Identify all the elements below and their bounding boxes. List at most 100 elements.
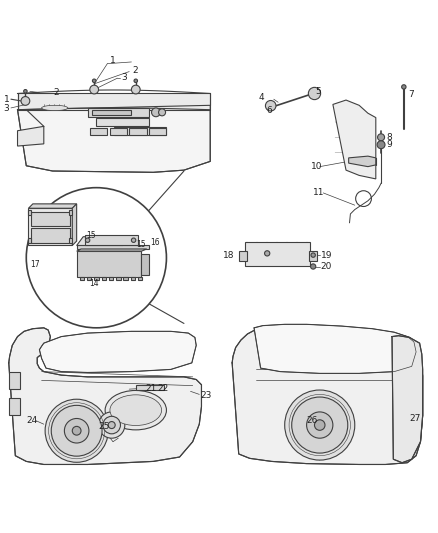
Bar: [87, 277, 92, 280]
Bar: [131, 277, 135, 280]
Text: 8: 8: [386, 133, 392, 142]
Circle shape: [159, 109, 166, 116]
Text: 4: 4: [258, 93, 264, 102]
Circle shape: [26, 188, 166, 328]
Ellipse shape: [42, 106, 68, 110]
Text: 14: 14: [89, 279, 99, 288]
Text: 25: 25: [99, 422, 110, 431]
Bar: [109, 277, 113, 280]
Bar: [94, 277, 99, 280]
Circle shape: [90, 85, 99, 94]
Bar: [92, 110, 131, 115]
Circle shape: [402, 85, 406, 89]
Text: 15: 15: [137, 240, 146, 249]
Text: 9: 9: [386, 140, 392, 149]
Bar: [96, 118, 149, 126]
Text: 27: 27: [410, 415, 421, 423]
Bar: [110, 128, 127, 135]
Polygon shape: [254, 324, 416, 374]
Text: 22: 22: [158, 384, 169, 393]
Text: 19: 19: [321, 251, 332, 260]
Text: 1: 1: [110, 56, 116, 65]
Circle shape: [45, 399, 108, 462]
Circle shape: [92, 79, 96, 83]
Text: 3: 3: [122, 73, 127, 82]
Bar: [9, 372, 20, 389]
Polygon shape: [349, 156, 376, 167]
Bar: [116, 277, 120, 280]
Text: 10: 10: [311, 162, 322, 171]
Polygon shape: [77, 249, 147, 251]
Text: 20: 20: [321, 262, 332, 271]
Bar: [90, 128, 107, 135]
Bar: [28, 238, 31, 243]
Bar: [124, 277, 128, 280]
Circle shape: [108, 422, 115, 429]
Polygon shape: [77, 246, 149, 249]
Circle shape: [85, 238, 90, 243]
Text: 23: 23: [201, 391, 212, 400]
Polygon shape: [28, 204, 77, 208]
Text: 3: 3: [4, 104, 9, 114]
Text: 5: 5: [315, 87, 321, 96]
Circle shape: [377, 141, 385, 149]
Circle shape: [314, 420, 325, 430]
Circle shape: [285, 390, 355, 460]
Text: 15: 15: [86, 231, 95, 240]
Circle shape: [64, 418, 89, 443]
Bar: [309, 251, 317, 261]
Bar: [69, 238, 72, 243]
Text: 17: 17: [31, 260, 40, 269]
Bar: [136, 385, 164, 390]
Circle shape: [311, 264, 316, 269]
Bar: [102, 277, 106, 280]
Circle shape: [308, 87, 321, 100]
Circle shape: [99, 412, 125, 438]
Circle shape: [21, 96, 30, 106]
Text: 24: 24: [26, 416, 38, 425]
Bar: [85, 235, 138, 246]
Bar: [31, 228, 70, 243]
Circle shape: [131, 238, 136, 243]
Circle shape: [103, 416, 120, 434]
Polygon shape: [9, 328, 201, 464]
Circle shape: [311, 253, 315, 257]
Bar: [80, 277, 84, 280]
Text: 18: 18: [223, 251, 234, 260]
Bar: [31, 212, 70, 226]
Circle shape: [307, 412, 333, 438]
Text: 11: 11: [313, 189, 325, 197]
Ellipse shape: [110, 395, 162, 425]
Text: 16: 16: [150, 238, 159, 247]
Bar: [114, 127, 166, 135]
Polygon shape: [232, 326, 423, 464]
Polygon shape: [333, 100, 376, 179]
Text: 2: 2: [53, 88, 59, 97]
Circle shape: [378, 134, 385, 141]
Bar: [239, 251, 247, 261]
Bar: [245, 241, 310, 265]
Circle shape: [24, 90, 27, 93]
Polygon shape: [72, 204, 77, 246]
Bar: [138, 277, 142, 280]
Bar: [9, 398, 20, 415]
Polygon shape: [392, 336, 423, 463]
Bar: [88, 108, 149, 117]
Circle shape: [265, 251, 270, 256]
Text: 7: 7: [408, 90, 414, 99]
Bar: [28, 209, 31, 215]
Circle shape: [72, 426, 81, 435]
Polygon shape: [39, 332, 196, 373]
Bar: [69, 209, 72, 215]
Polygon shape: [77, 237, 131, 246]
Circle shape: [152, 108, 160, 117]
Circle shape: [131, 85, 140, 94]
Text: 26: 26: [307, 416, 318, 425]
Ellipse shape: [105, 391, 166, 430]
Text: 2: 2: [132, 66, 138, 75]
Circle shape: [134, 79, 138, 83]
Text: 6: 6: [266, 106, 272, 115]
Circle shape: [265, 101, 276, 111]
Polygon shape: [18, 126, 44, 146]
Bar: [149, 128, 166, 135]
